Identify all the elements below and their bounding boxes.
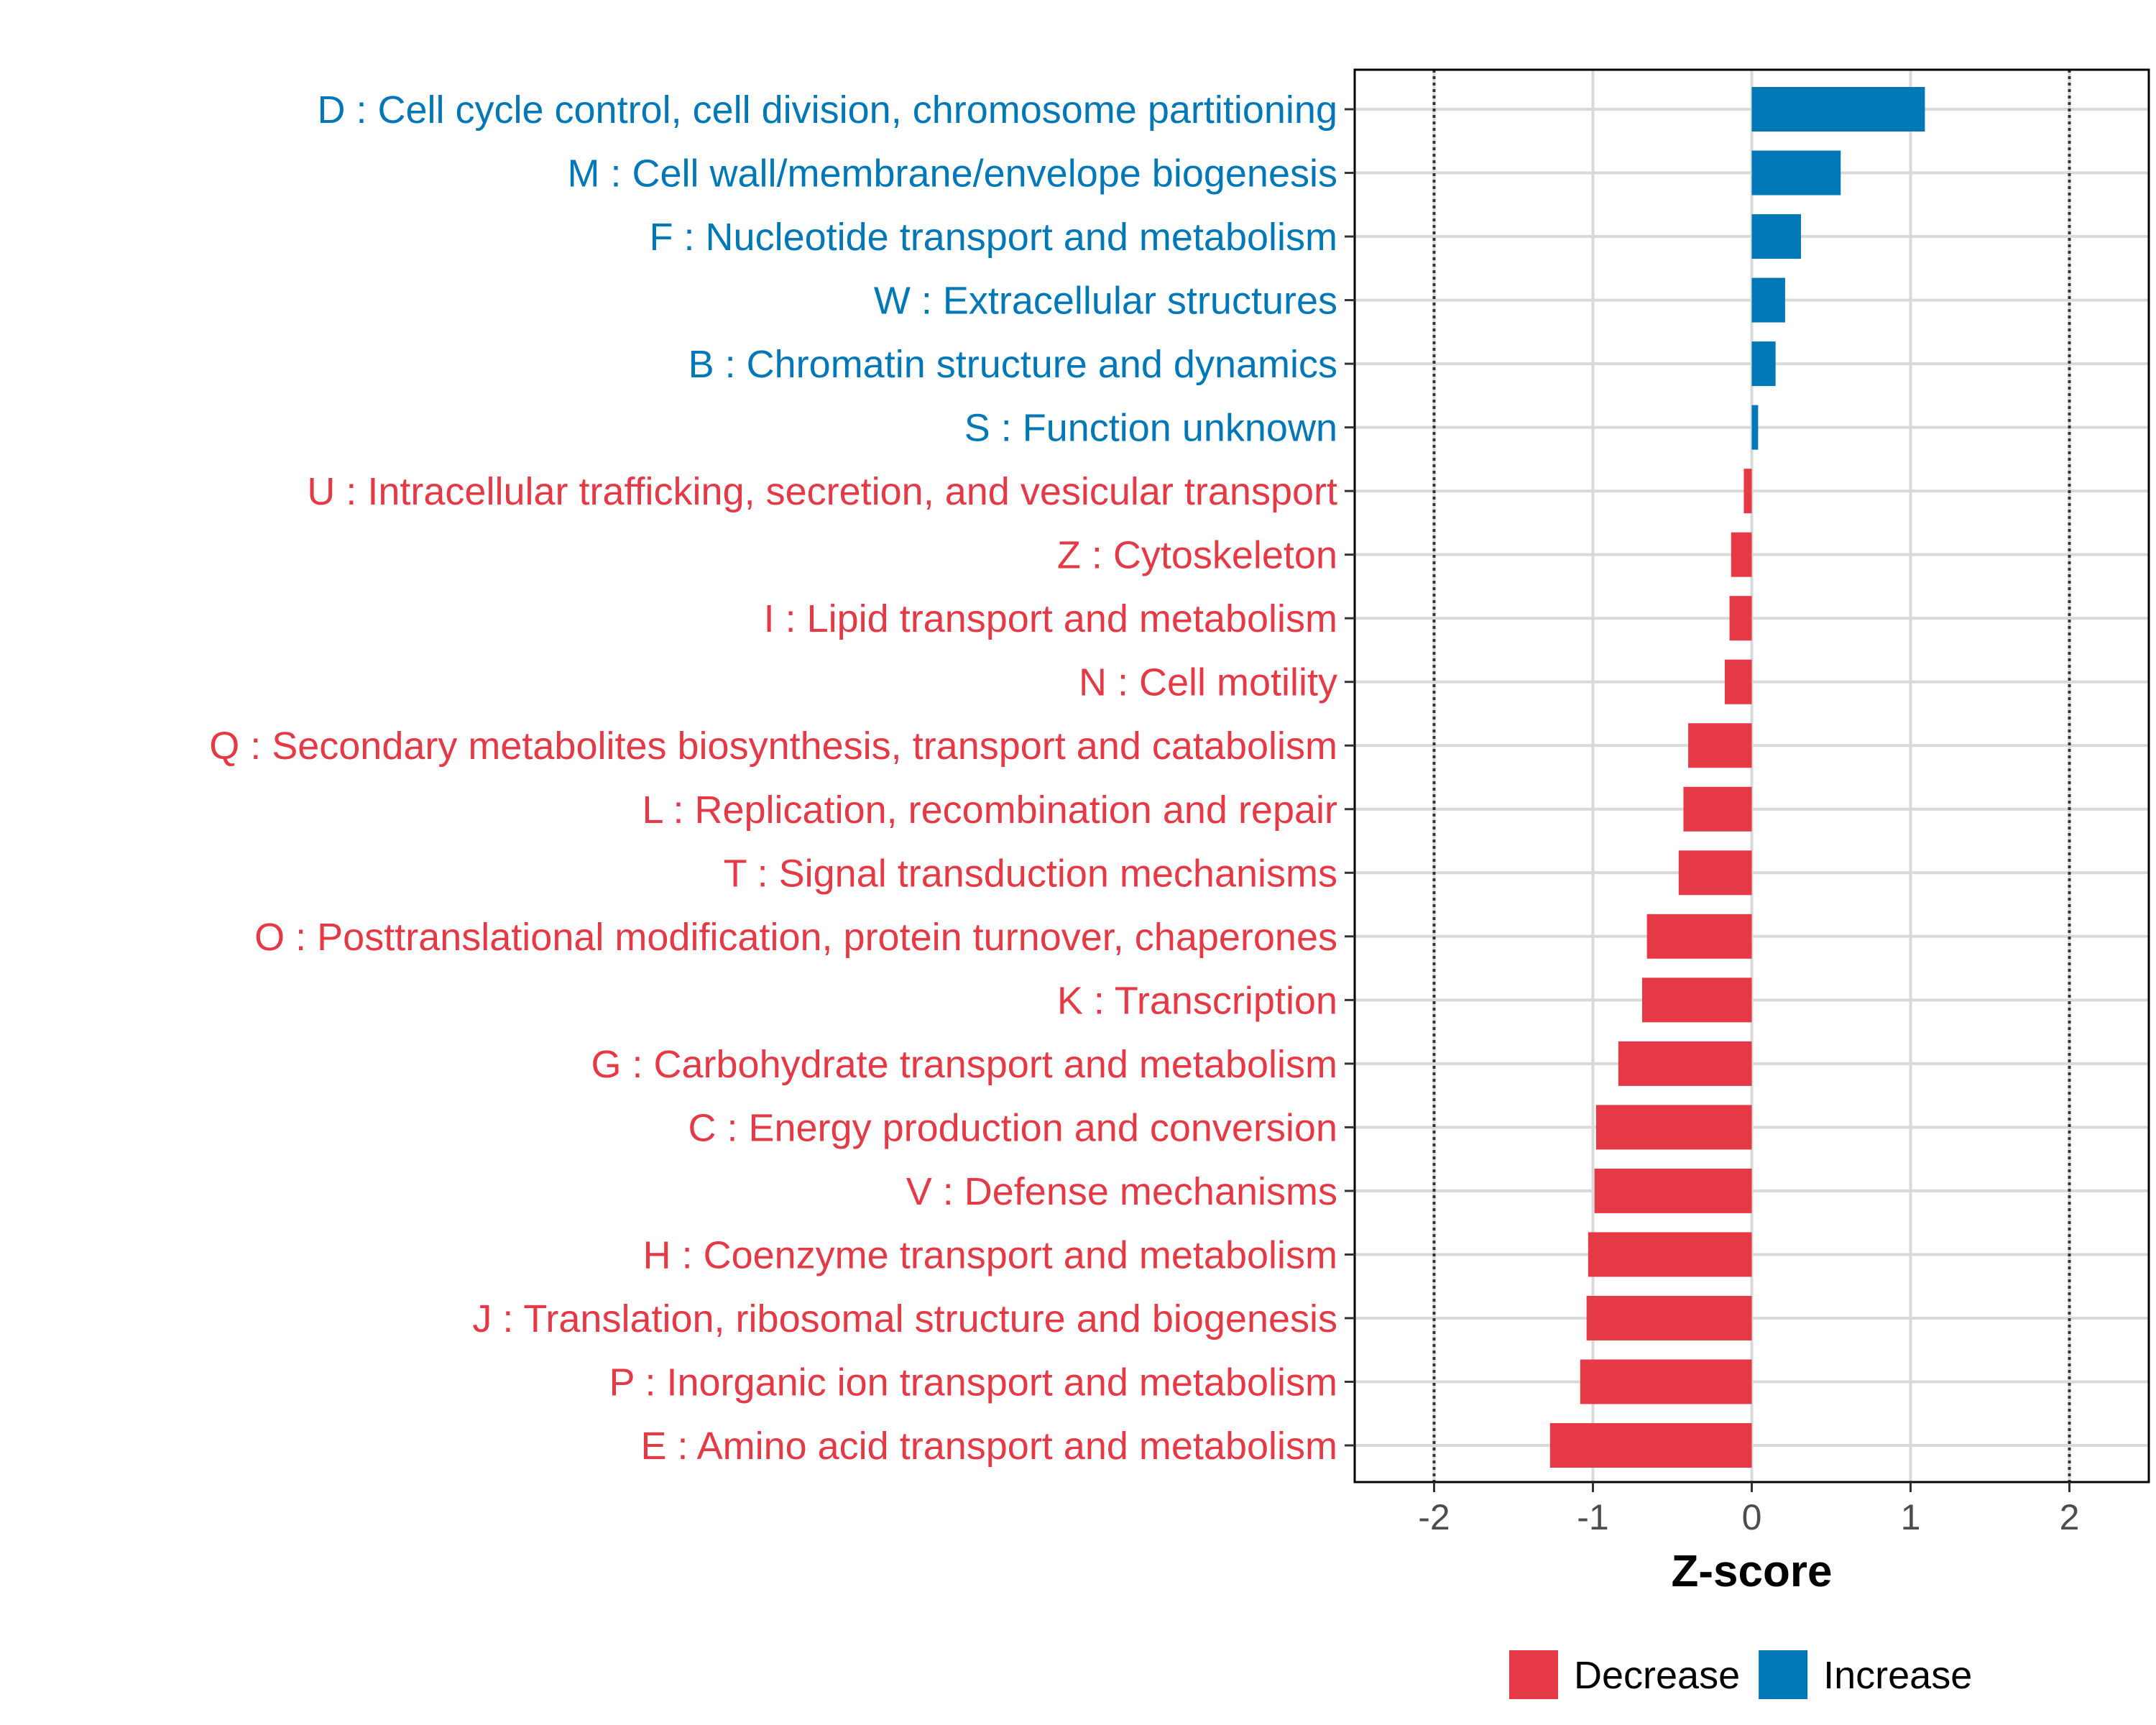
category-label: K : Transcription xyxy=(1057,979,1337,1022)
bar xyxy=(1751,405,1759,450)
category-label: I : Lipid transport and metabolism xyxy=(764,597,1337,640)
category-label: G : Carbohydrate transport and metabolis… xyxy=(591,1043,1338,1086)
bar xyxy=(1751,87,1925,132)
bar xyxy=(1729,596,1752,641)
category-label: Q : Secondary metabolites biosynthesis, … xyxy=(209,724,1337,768)
category-label: T : Signal transduction mechanisms xyxy=(724,852,1337,895)
bar xyxy=(1678,850,1752,896)
category-label: E : Amino acid transport and metabolism xyxy=(641,1425,1337,1468)
bar xyxy=(1580,1359,1752,1404)
reference-lines xyxy=(1432,70,2071,1482)
bar xyxy=(1743,469,1752,514)
x-axis-ticks: -2 -1 0 1 2 xyxy=(1418,1482,2079,1537)
category-label: C : Energy production and conversion xyxy=(688,1106,1337,1149)
category-label: H : Coenzyme transport and metabolism xyxy=(643,1233,1337,1276)
x-tick-label: 2 xyxy=(2060,1497,2080,1537)
category-labels: D : Cell cycle control, cell division, c… xyxy=(209,88,1337,1468)
category-label: L : Replication, recombination and repai… xyxy=(642,788,1337,832)
bar xyxy=(1731,532,1752,577)
x-axis-title: Z-score xyxy=(1672,1547,1833,1596)
legend-label: Decrease xyxy=(1574,1654,1740,1697)
category-label: M : Cell wall/membrane/envelope biogenes… xyxy=(567,152,1337,196)
bar xyxy=(1751,341,1776,387)
category-label: B : Chromatin structure and dynamics xyxy=(688,343,1337,386)
bar xyxy=(1618,1041,1752,1086)
bar xyxy=(1588,1232,1752,1277)
category-label: U : Intracellular trafficking, secretion… xyxy=(307,470,1337,513)
x-tick-label: -1 xyxy=(1577,1497,1608,1537)
category-label: P : Inorganic ion transport and metaboli… xyxy=(609,1361,1337,1404)
category-label: J : Translation, ribosomal structure and… xyxy=(472,1297,1337,1340)
bar xyxy=(1586,1295,1752,1340)
bars xyxy=(1549,87,1925,1468)
category-label: F : Nucleotide transport and metabolism xyxy=(650,216,1337,259)
legend-swatch xyxy=(1509,1650,1558,1699)
x-tick-label: 0 xyxy=(1742,1497,1762,1537)
bar xyxy=(1751,150,1841,196)
x-tick-label: 1 xyxy=(1901,1497,1921,1537)
bar xyxy=(1724,659,1752,704)
category-label: V : Defense mechanisms xyxy=(906,1170,1337,1213)
category-label: N : Cell motility xyxy=(1079,661,1337,704)
bar xyxy=(1642,978,1752,1023)
category-label: W : Extracellular structures xyxy=(874,280,1337,323)
y-axis-ticks xyxy=(1345,108,1355,1447)
bar xyxy=(1688,723,1752,768)
category-label: Z : Cytoskeleton xyxy=(1057,534,1337,577)
legend-swatch xyxy=(1759,1650,1808,1699)
bar xyxy=(1751,214,1802,259)
category-label: S : Function unknown xyxy=(964,407,1337,450)
x-tick-label: -2 xyxy=(1418,1497,1450,1537)
bar xyxy=(1683,786,1752,832)
category-label: D : Cell cycle control, cell division, c… xyxy=(317,88,1337,132)
bar xyxy=(1549,1423,1752,1468)
legend-label: Increase xyxy=(1823,1654,1972,1697)
legend: Decrease Increase xyxy=(1509,1650,1972,1699)
category-label: O : Posttranslational modification, prot… xyxy=(254,916,1337,959)
bar xyxy=(1594,1168,1752,1213)
bar xyxy=(1751,277,1785,323)
bar xyxy=(1595,1105,1752,1150)
bar xyxy=(1646,914,1752,959)
